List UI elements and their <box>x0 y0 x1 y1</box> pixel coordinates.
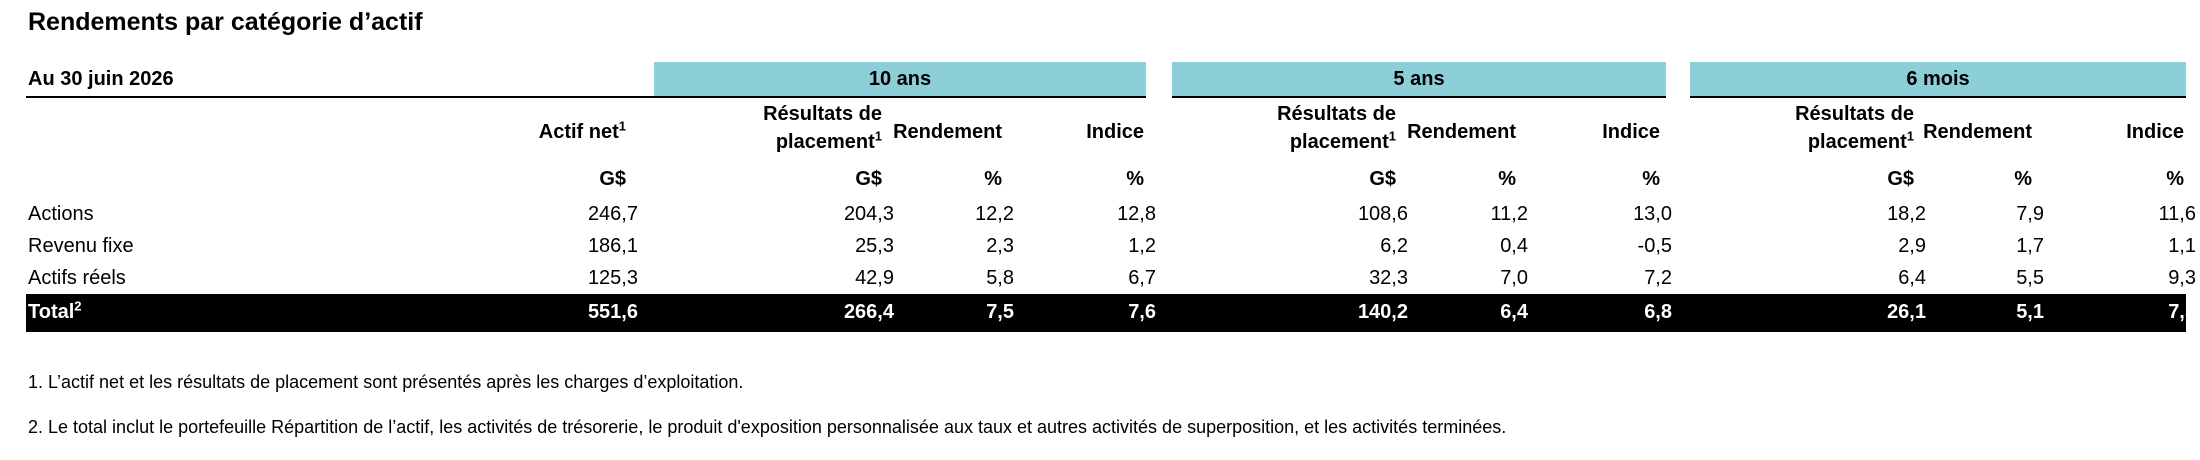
results-cell: 108,6 <box>1357 203 1408 225</box>
return-cell: 0,4 <box>1500 235 1528 257</box>
index-cell: 1,2 <box>1128 235 1156 257</box>
footnote-1: 1. L’actif net et les résultats de place… <box>28 372 744 392</box>
results-cell: 266,4 <box>843 301 894 323</box>
index-cell: 1,1 <box>2168 235 2196 257</box>
results-cell: 6,2 <box>1380 235 1408 257</box>
table-row: Revenu fixe 186,1 25,3 2,3 1,2 6,2 0,4 -… <box>26 232 2196 262</box>
unit-index-5y: % <box>1642 168 1660 190</box>
return-header-6m: Rendement <box>1923 121 2032 143</box>
results-cell: 140,2 <box>1357 301 1408 323</box>
index-cell: 7,2 <box>1644 267 1672 289</box>
header-divider <box>26 96 654 98</box>
unit-net-assets: G$ <box>599 168 626 190</box>
unit-return-5y: % <box>1498 168 1516 190</box>
unit-results-6m: G$ <box>1887 168 1914 190</box>
return-cell: 2,3 <box>986 235 1014 257</box>
return-cell: 7,5 <box>986 301 1014 323</box>
results-cell: 32,3 <box>1369 267 1408 289</box>
total-label: Total2 <box>28 298 82 323</box>
unit-index-10y: % <box>1126 168 1144 190</box>
results-cell: 2,9 <box>1898 235 1926 257</box>
table-row: Actions 246,7 204,3 12,2 12,8 108,6 11,2… <box>26 200 2196 230</box>
total-row: Total2 551,6 266,4 7,5 7,6 140,2 6,4 6,8… <box>26 294 2196 332</box>
net-assets-cell: 246,7 <box>587 203 638 225</box>
index-cell: 12,8 <box>1117 203 1156 225</box>
index-cell: 7,6 <box>1128 301 1156 323</box>
return-cell: 5,1 <box>2016 301 2044 323</box>
index-cell: 13,0 <box>1633 203 1672 225</box>
return-cell: 7,9 <box>2016 203 2044 225</box>
return-cell: 1,7 <box>2016 235 2044 257</box>
results-cell: 25,3 <box>855 235 894 257</box>
index-header-6m: Indice <box>2126 121 2184 143</box>
results-cell: 42,9 <box>855 267 894 289</box>
index-cell: 7,5 <box>2168 301 2196 323</box>
row-label: Revenu fixe <box>28 235 134 257</box>
net-assets-cell: 551,6 <box>587 301 638 323</box>
period-5y-header: 5 ans <box>1172 62 1666 98</box>
return-cell: 12,2 <box>975 203 1014 225</box>
date-label: Au 30 juin 2026 <box>28 68 174 90</box>
results-header-10y: Résultats de placement1 <box>763 103 882 153</box>
index-header-10y: Indice <box>1086 121 1144 143</box>
row-label: Actifs réels <box>28 267 126 289</box>
results-cell: 18,2 <box>1887 203 1926 225</box>
results-header-6m: Résultats de placement1 <box>1795 103 1914 153</box>
period-6m-header: 6 mois <box>1690 62 2186 98</box>
return-cell: 7,0 <box>1500 267 1528 289</box>
unit-return-6m: % <box>2014 168 2032 190</box>
unit-index-6m: % <box>2166 168 2184 190</box>
index-cell: 6,8 <box>1644 301 1672 323</box>
return-cell: 11,2 <box>1490 203 1528 225</box>
unit-results-5y: G$ <box>1369 168 1396 190</box>
unit-return-10y: % <box>984 168 1002 190</box>
index-cell: -0,5 <box>1637 235 1672 257</box>
table-row: Actifs réels 125,3 42,9 5,8 6,7 32,3 7,0… <box>26 264 2196 294</box>
index-cell: 9,3 <box>2168 267 2196 289</box>
return-cell: 5,5 <box>2016 267 2044 289</box>
net-assets-cell: 186,1 <box>587 235 638 257</box>
unit-results-10y: G$ <box>855 168 882 190</box>
footnote-2: 2. Le total inclut le portefeuille Répar… <box>28 417 1507 437</box>
return-header-5y: Rendement <box>1407 121 1516 143</box>
index-header-5y: Indice <box>1602 121 1660 143</box>
results-cell: 6,4 <box>1898 267 1926 289</box>
return-cell: 6,4 <box>1500 301 1528 323</box>
index-cell: 11,6 <box>2158 203 2196 225</box>
return-header-10y: Rendement <box>893 121 1002 143</box>
page-title: Rendements par catégorie d’actif <box>28 8 423 36</box>
index-cell: 6,7 <box>1128 267 1156 289</box>
net-assets-cell: 125,3 <box>587 267 638 289</box>
results-cell: 26,1 <box>1887 301 1926 323</box>
return-cell: 5,8 <box>986 267 1014 289</box>
period-10y-header: 10 ans <box>654 62 1146 98</box>
net-assets-header: Actif net1 <box>538 118 626 143</box>
row-label: Actions <box>28 203 94 225</box>
results-header-5y: Résultats de placement1 <box>1277 103 1396 153</box>
results-cell: 204,3 <box>843 203 894 225</box>
